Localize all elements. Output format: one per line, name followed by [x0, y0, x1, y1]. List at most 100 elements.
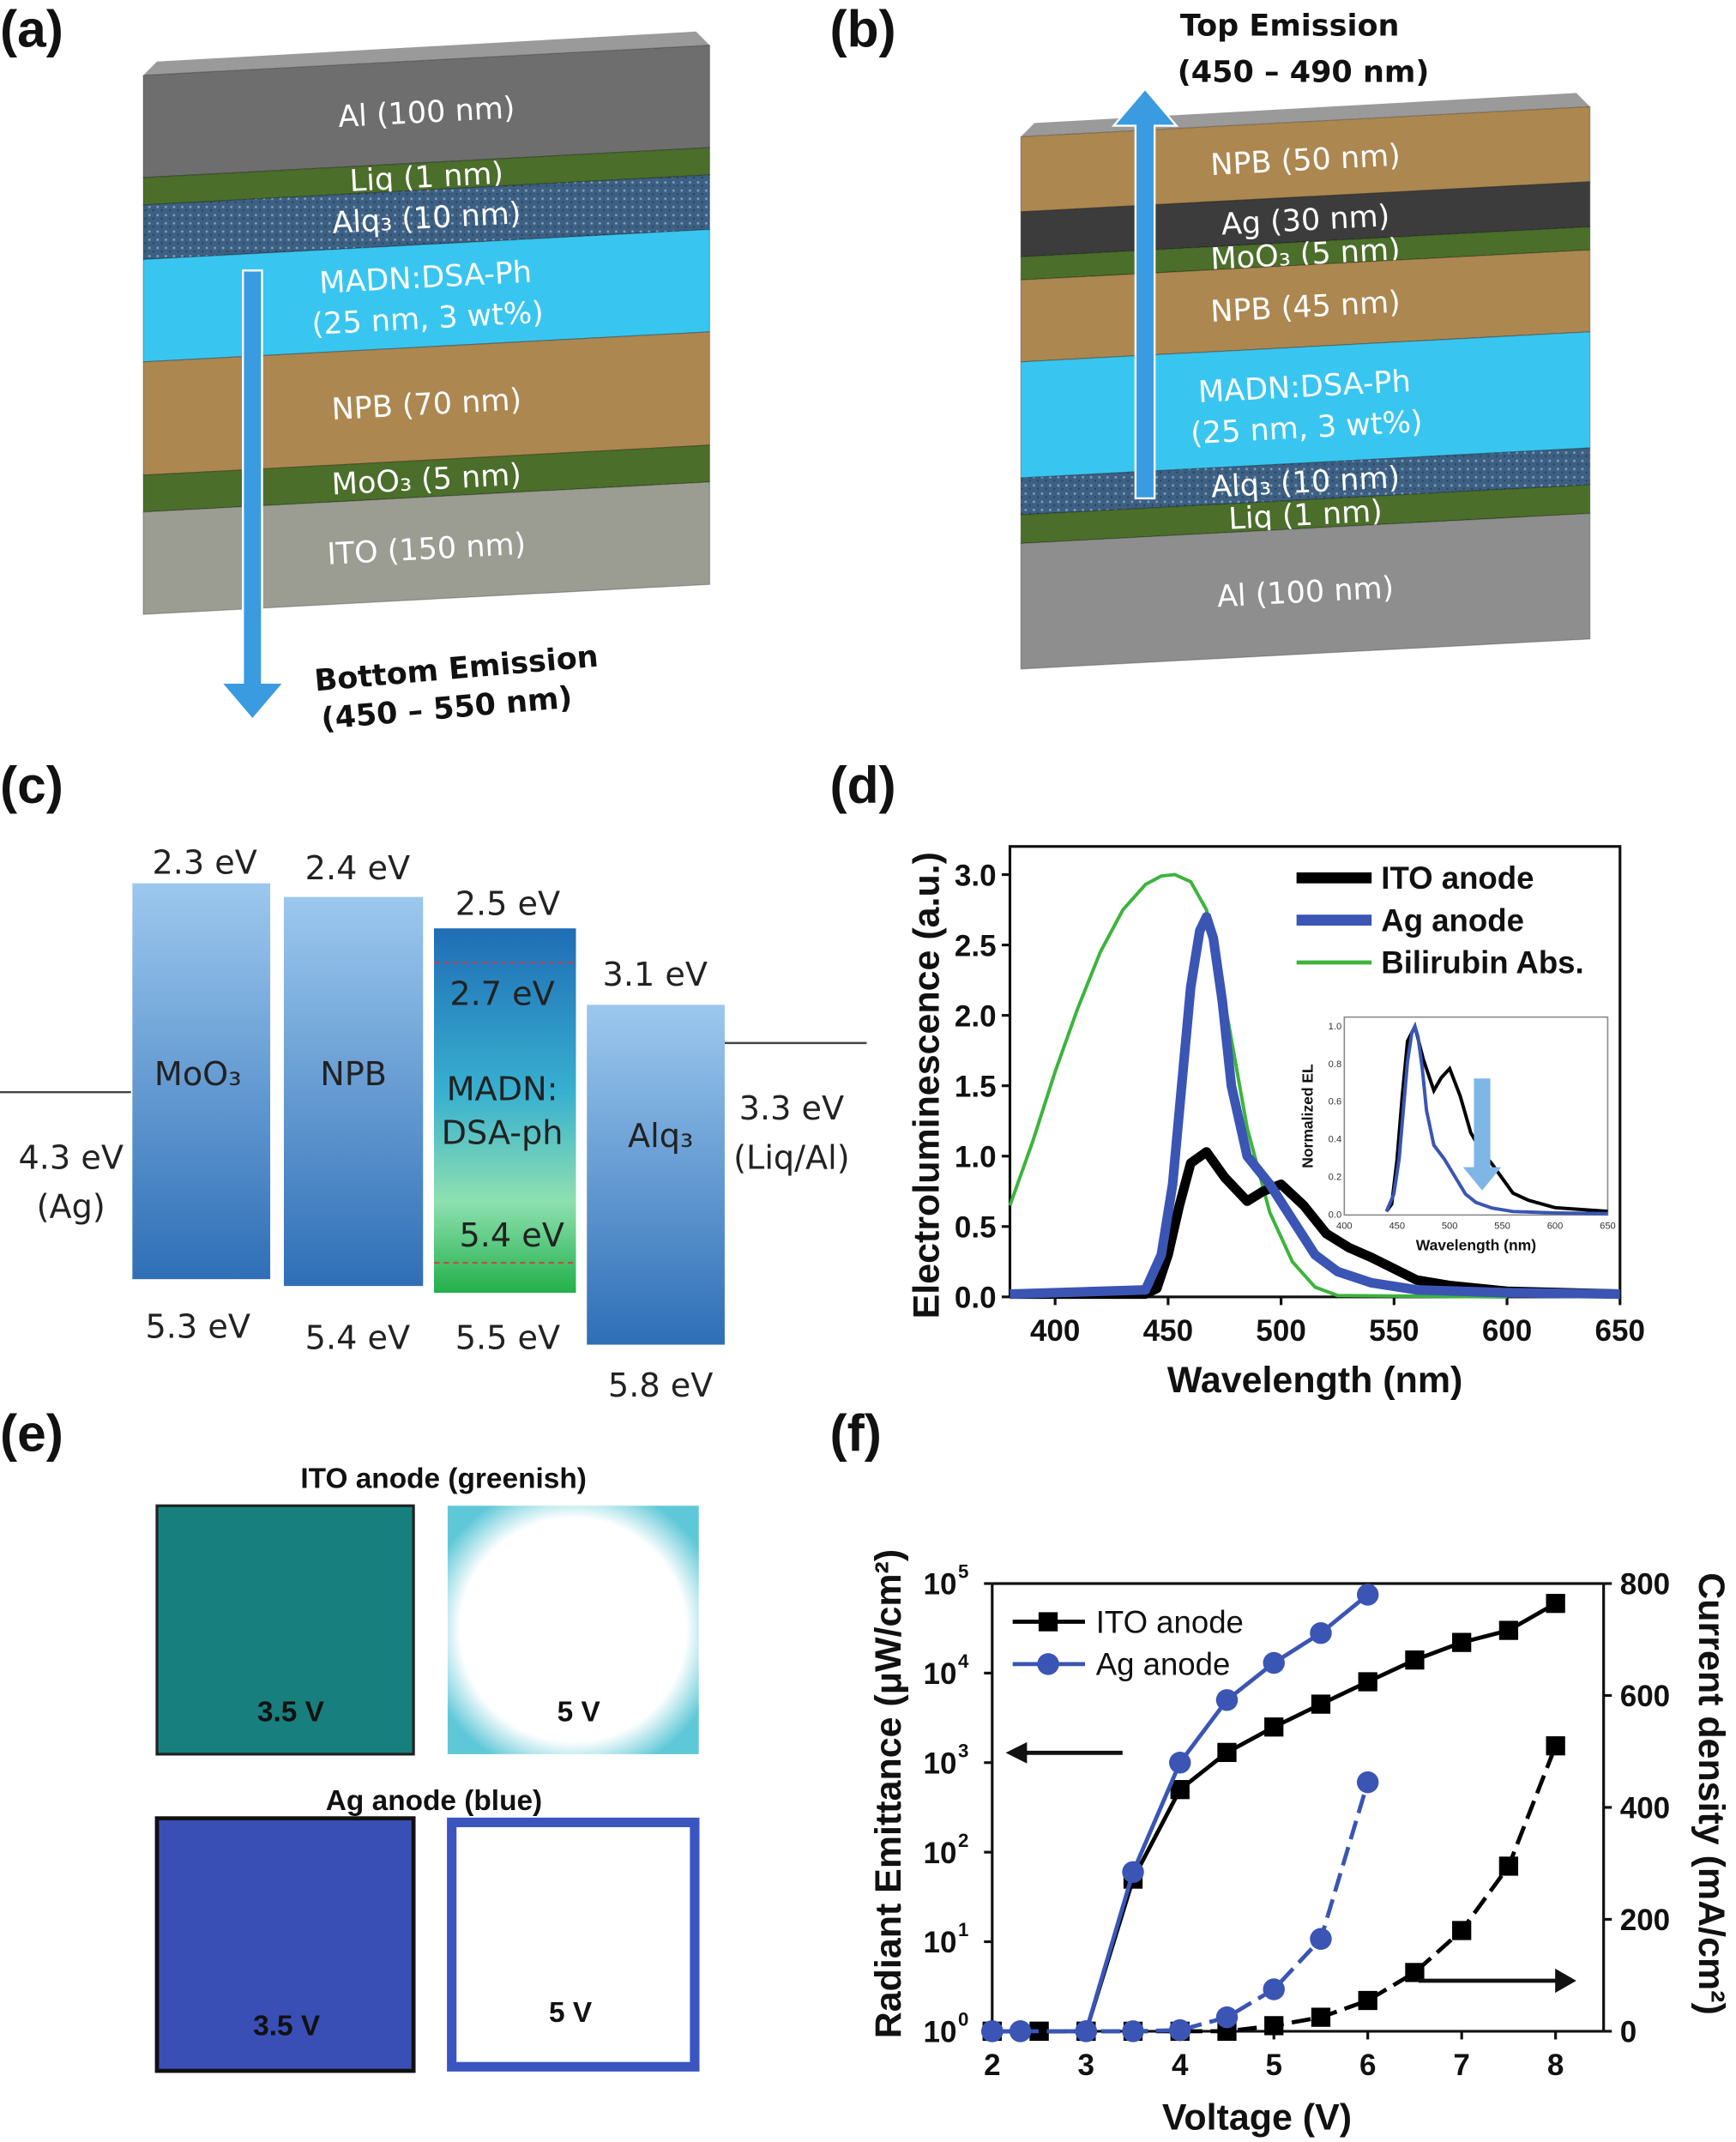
panel-b-top-emission-stack: NPB (50 nm)Ag (30 nm)MoO₃ (5 nm)NPB (45 …: [1020, 87, 1591, 670]
y-tick-label: 2.5: [955, 929, 997, 962]
y-tick-exponent: 0: [958, 2009, 968, 2030]
series-line-ag-anode: [1010, 912, 1620, 1300]
npb-homo: 5.4 eV: [305, 1319, 410, 1357]
y2-axis-title: Current density (mA/cm²): [1691, 1572, 1732, 2015]
alq3-lumo: 3.1 eV: [603, 956, 708, 994]
moo3-homo: 5.3 eV: [146, 1309, 250, 1347]
ito-photo-3-5v: [155, 1504, 415, 1756]
data-point-square: [1498, 1856, 1519, 1876]
y-tick-label: 1.0: [955, 1140, 997, 1174]
y2-tick-label: 400: [1620, 1792, 1670, 1825]
panel-label-f: (f): [829, 1404, 881, 1463]
y-tick-exponent: 3: [958, 1740, 968, 1761]
data-point-circle: [1122, 2020, 1144, 2042]
panel-e-device-photos: ITO anode (greenish) 3.5 V 5 V Ag anode …: [154, 1463, 700, 2073]
x-axis-title: Voltage (V): [1162, 2097, 1352, 2138]
x-axis-title: Wavelength (nm): [1167, 1360, 1462, 1401]
ag-photo-3-5v: [154, 1816, 416, 2073]
madn-homo: 5.5 eV: [455, 1319, 560, 1357]
data-point-square: [1546, 1736, 1565, 1756]
inset-y-tick-label: 0.6: [1329, 1097, 1341, 1107]
inset-x-tick-label: 500: [1442, 1221, 1458, 1231]
data-point-square: [1405, 1963, 1425, 1982]
y-tick-label: 10: [923, 2016, 956, 2049]
top-emission-title: Top Emission: [1180, 9, 1400, 44]
inset-x-tick-label: 450: [1389, 1221, 1405, 1231]
npb-lumo: 2.4 eV: [305, 850, 410, 888]
data-point-square: [1358, 1990, 1377, 2011]
y-tick-exponent: 1: [958, 1919, 968, 1940]
inset-series-line: [1384, 1021, 1608, 1216]
madn-lumo: 2.5 eV: [455, 885, 560, 923]
anode-value: 4.3 eV: [19, 1139, 124, 1177]
panel-c-energy-diagram: 2.3 eV 2.4 eV 2.5 eV 3.1 eV 2.7 eV 5.4 e…: [0, 845, 867, 1405]
data-point-circle: [1356, 1584, 1379, 1606]
dopant-homo: 5.4 eV: [459, 1217, 564, 1255]
inset-x-tick-label: 400: [1336, 1221, 1353, 1231]
ito-photo-5v: [447, 1505, 699, 1754]
madn-name: MADN:: [447, 1071, 558, 1109]
legend-label: ITO anode: [1096, 1604, 1244, 1639]
y2-tick-label: 200: [1620, 1904, 1670, 1937]
y-axis-title: Electroluminescence (a.u.): [907, 852, 948, 1318]
cathode-name: (Liq/Al): [733, 1139, 849, 1177]
madn-band: [434, 928, 576, 1294]
x-tick-label: 8: [1547, 2048, 1564, 2082]
data-point-circle: [1122, 1861, 1144, 1884]
alq3-homo: 5.8 eV: [608, 1367, 713, 1405]
panel-label-d: (d): [829, 756, 895, 814]
y-tick-label: 1.5: [955, 1070, 997, 1103]
data-point-circle: [1263, 1978, 1285, 2000]
data-point-circle: [1169, 2018, 1191, 2042]
y-tick-exponent: 4: [958, 1650, 969, 1672]
y-tick-label: 10: [923, 1926, 956, 1959]
legend-marker-circle: [1037, 1653, 1059, 1675]
y-tick-label: 10: [923, 1568, 956, 1602]
y2-tick-label: 600: [1620, 1680, 1670, 1713]
left-axis-arrow-icon: [1005, 1741, 1123, 1764]
ag-photo-title: Ag anode (blue): [326, 1785, 542, 1817]
y-tick-exponent: 2: [958, 1830, 968, 1851]
data-point-square: [1452, 1632, 1472, 1652]
anode-name: (Ag): [37, 1189, 105, 1227]
y-tick-exponent: 5: [958, 1561, 968, 1583]
moo3-name: MoO₃: [154, 1056, 242, 1094]
ag-high-voltage-label: 5 V: [549, 1997, 593, 2029]
panel-d-el-spectrum-chart: 400 450 500 550 600 650 0.0 0.5 1.0 1.5 2.0 2.5 3.0 W…: [907, 845, 1645, 1401]
inset-x-axis-title: Wavelength (nm): [1416, 1237, 1536, 1254]
y-tick-label: 10: [923, 1747, 956, 1780]
panel-label-b: (b): [829, 0, 895, 57]
x-tick-label: 600: [1482, 1314, 1532, 1348]
panel-label-a: (a): [0, 0, 63, 57]
data-point-square: [1170, 1780, 1190, 1800]
data-point-square: [1498, 1620, 1519, 1640]
layer-6: [142, 481, 711, 615]
data-point-circle: [1169, 1752, 1191, 1774]
alq3-band: [587, 1005, 725, 1345]
inset-y-tick-label: 0.4: [1329, 1135, 1341, 1145]
series-line-ag-anode-current-: [992, 1781, 1370, 2034]
data-point-circle: [981, 2020, 1004, 2042]
y-tick-label: 0.5: [955, 1211, 997, 1245]
data-point-circle: [1263, 1651, 1285, 1674]
inset-y-axis-title: Normalized EL: [1299, 1064, 1317, 1168]
ag-photo-5v: [447, 1817, 700, 2072]
series-line-bilirubin-abs-: [1008, 872, 1508, 1299]
y-tick-label: 10: [923, 1837, 956, 1870]
top-emission-range: (450 – 490 nm): [1178, 56, 1430, 90]
x-tick-label: 4: [1172, 2048, 1189, 2082]
panel-a-bottom-emission-stack: Al (100 nm)Liq (1 nm)Alq₃ (10 nm)MADN:DS…: [142, 31, 711, 721]
ito-photo-title: ITO anode (greenish): [300, 1463, 587, 1495]
data-point-square: [1217, 1742, 1237, 1763]
data-point-circle: [1215, 1689, 1239, 1711]
dopant-lumo: 2.7 eV: [449, 975, 554, 1013]
x-tick-label: 450: [1143, 1314, 1193, 1348]
x-tick-label: 5: [1265, 2048, 1281, 2082]
inset-x-tick-label: 650: [1600, 1221, 1616, 1231]
y-tick-label: 3.0: [955, 859, 997, 892]
y-axis-title: Radiant Emittance (μW/cm²): [868, 1549, 909, 2038]
x-tick-label: 3: [1078, 2048, 1094, 2082]
inset-series-line: [1384, 1022, 1608, 1214]
